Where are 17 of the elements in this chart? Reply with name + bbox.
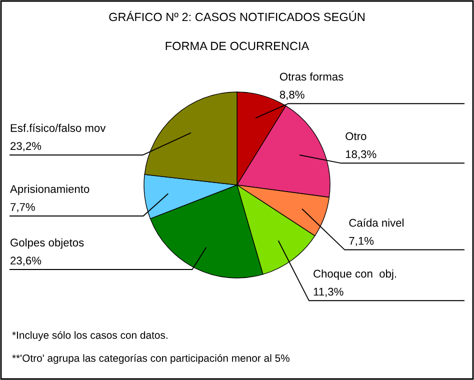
slice-label: Otras formas [280, 72, 344, 81]
slice-label: Choque con obj. [314, 269, 396, 280]
text: *Incluye sólo los casos con datos. [12, 331, 168, 341]
text: **'Otro' agrupa las categorías con participación menor al 5% [12, 354, 290, 364]
data-label: 7,7% [10, 203, 35, 212]
data-label: 18,3% [346, 150, 376, 160]
slice-label: Otro [346, 132, 366, 140]
slice-label: Aprisionamiento [10, 184, 90, 196]
data-label: 7,1% [349, 236, 374, 246]
data-label: 11,3% [314, 288, 344, 297]
slice-label: Caída nivel [349, 218, 404, 227]
data-label: 23,2% [10, 142, 42, 152]
slice-label: Golpes objetos [10, 238, 84, 249]
slice-label: Esf.físico/falso mov [10, 124, 106, 132]
chart-title: GRÁFICO Nº 2: CASOS NOTIFICADOS SEGÚN FORMA DE OCURRENCIA [109, 10, 364, 50]
data-label: 23,6% [10, 256, 42, 266]
data-label: 8,8% [280, 90, 304, 100]
